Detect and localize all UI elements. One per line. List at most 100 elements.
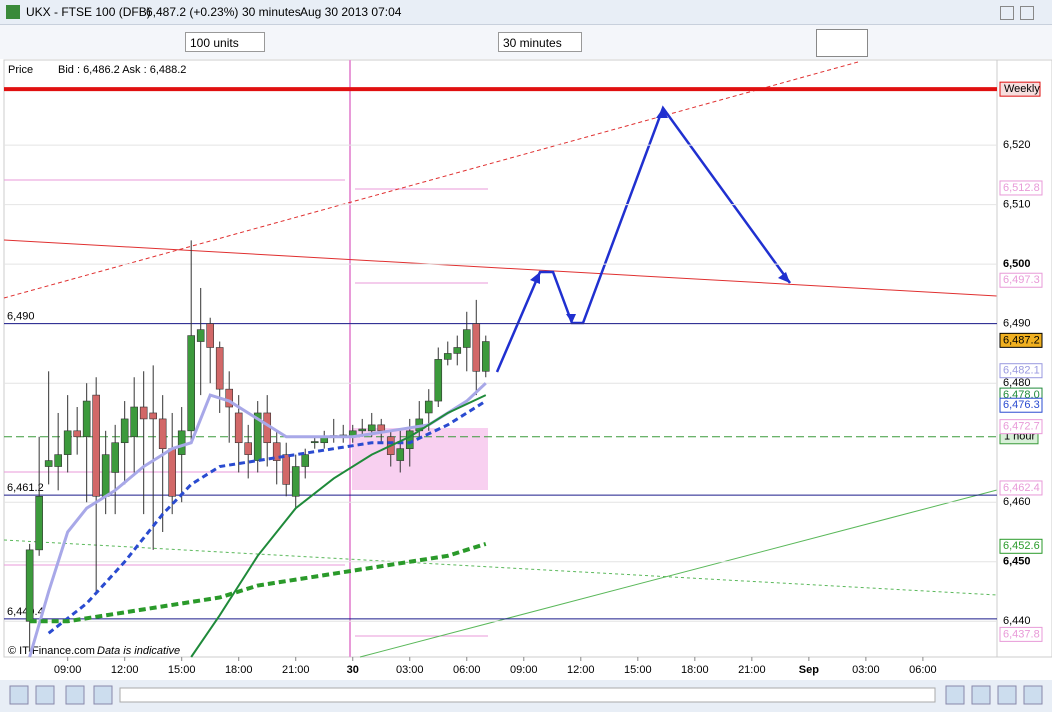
candle-body: [310, 441, 319, 444]
candle-body: [405, 430, 414, 449]
candle-body: [481, 341, 490, 372]
candle-body: [63, 430, 72, 455]
candle-body: [101, 454, 110, 497]
x-tick-label: 12:00: [567, 664, 595, 676]
candle-body: [291, 466, 300, 497]
price-tag: [999, 397, 1043, 413]
plot-area: [3, 59, 998, 658]
price-tag: [999, 332, 1043, 348]
toolbar: 100 units 30 minutes: [0, 25, 1052, 59]
candle-body: [139, 406, 148, 420]
zoom-button[interactable]: [945, 685, 965, 705]
trend-line: [3, 61, 859, 299]
indicator-line: [47, 399, 487, 635]
candle-body: [168, 448, 176, 497]
change: 6,487.2 (+0.23%): [146, 5, 239, 19]
minimize-button[interactable]: [1000, 6, 1014, 20]
arrow-head: [530, 272, 540, 284]
candle-body: [301, 454, 310, 467]
price-tag-label: 6,487.2: [1003, 334, 1040, 346]
candle-body: [253, 412, 262, 461]
note: Data is indicative: [97, 645, 180, 657]
y-tick-label: 6,480: [1003, 377, 1031, 389]
candle-body: [434, 359, 443, 402]
candle-body: [177, 430, 186, 455]
price-tag-label: 6,462.4: [1003, 482, 1040, 494]
candle-body: [215, 347, 224, 390]
indicator-button[interactable]: [816, 29, 868, 57]
y-tick-label: 6,510: [1003, 199, 1031, 211]
price-tag: [999, 419, 1043, 435]
trend-line: [3, 239, 998, 297]
candle-body: [73, 430, 81, 438]
maximize-button[interactable]: [1020, 6, 1034, 20]
weekly-label: Weekly: [1004, 83, 1040, 95]
candle-body: [196, 329, 205, 342]
y-tick-label: 6,490: [1003, 318, 1031, 330]
y-tick-label: 6,460: [1003, 496, 1031, 508]
candle-body: [25, 549, 34, 622]
symbol: UKX - FTSE 100 (DFB): [26, 5, 151, 19]
weekly-tag: [999, 81, 1041, 97]
timeframe-select[interactable]: 30 minutes: [498, 32, 582, 52]
candle-body: [234, 412, 243, 444]
price-label: Price: [8, 64, 33, 76]
candle-body: [158, 418, 167, 449]
candle-body: [462, 329, 471, 348]
x-tick-label: 06:00: [453, 664, 481, 676]
price-tag-label: 6,482.1: [1003, 365, 1040, 377]
candle-body: [272, 442, 281, 461]
price-tag-label: 6,437.8: [1003, 628, 1040, 640]
y-tick-label: 6,450: [1003, 556, 1031, 568]
arrow-head: [778, 272, 790, 283]
candle-body: [82, 400, 91, 438]
price-tag-label: 6,452.6: [1003, 540, 1040, 552]
candle-body: [130, 406, 138, 438]
tool-button[interactable]: [65, 685, 85, 705]
x-tick-label: 21:00: [282, 664, 310, 676]
price-axis: [996, 59, 1052, 658]
candle-body: [443, 353, 452, 360]
trend-line: [3, 539, 998, 596]
tool-button[interactable]: [9, 685, 29, 705]
arrow-head: [656, 108, 668, 118]
x-tick-label: 06:00: [909, 664, 937, 676]
price-tag-label: 6,512.8: [1003, 182, 1040, 194]
y-tick-label: 6,520: [1003, 139, 1031, 151]
tool-button[interactable]: [93, 685, 113, 705]
candle-body: [187, 335, 195, 432]
timeframe-value: 30 minutes: [503, 36, 562, 50]
zoom-button[interactable]: [997, 685, 1017, 705]
source: © IT-Finance.com: [8, 645, 95, 657]
indicator-line: [28, 382, 487, 658]
y-tick-label: 6,500: [1003, 258, 1031, 270]
price-tag: [999, 363, 1043, 379]
x-tick-label: 09:00: [54, 664, 82, 676]
size-select[interactable]: 100 units: [185, 32, 265, 52]
interval: 30 minutes: [242, 5, 301, 19]
quote: Bid : 6,486.2 Ask : 6,488.2: [58, 64, 186, 76]
arrow-head: [566, 314, 576, 323]
price-tag: [999, 480, 1043, 496]
x-tick-label: 09:00: [510, 664, 538, 676]
datetime: Aug 30 2013 07:04: [300, 5, 402, 19]
zoom-button[interactable]: [1023, 685, 1043, 705]
zoom-button[interactable]: [971, 685, 991, 705]
indicator-line: [29, 542, 487, 624]
candle-body: [377, 424, 386, 432]
scrollbar[interactable]: [119, 687, 936, 703]
level-label: 6,490: [7, 311, 35, 323]
candle-body: [120, 418, 129, 444]
x-tick-label: 18:00: [681, 664, 709, 676]
price-tag: [999, 180, 1043, 196]
candle-body: [453, 347, 462, 354]
x-tick-label: 15:00: [624, 664, 652, 676]
candle-body: [424, 400, 433, 414]
tool-button[interactable]: [35, 685, 55, 705]
app-icon: [6, 5, 20, 19]
candle-body: [111, 442, 119, 473]
price-tag: [999, 626, 1043, 642]
x-tick-label: 18:00: [225, 664, 253, 676]
price-tag-label: 6,497.3: [1003, 274, 1040, 286]
